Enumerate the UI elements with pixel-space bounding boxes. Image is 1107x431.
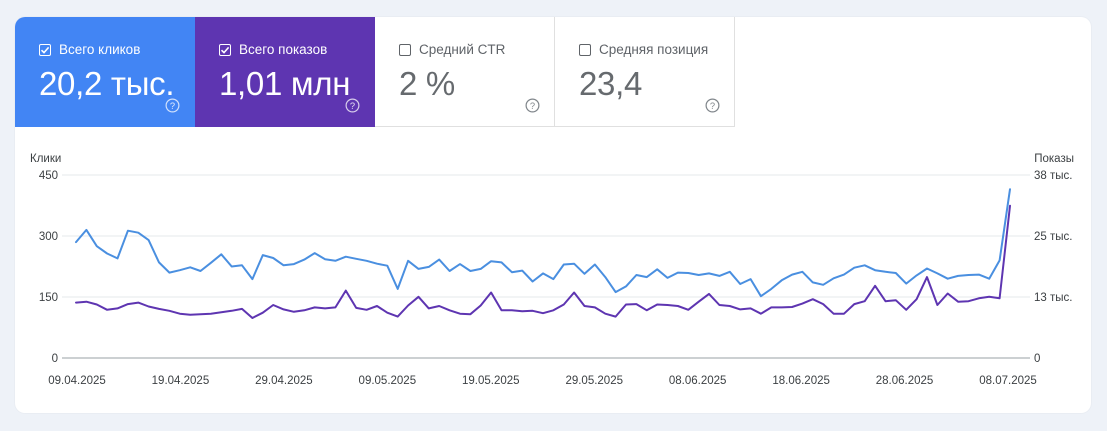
- metric-header: Средняя позиция: [579, 42, 708, 57]
- x-tick-label: 08.07.2025: [979, 375, 1037, 387]
- metric-value: 23,4: [579, 65, 643, 102]
- metric-label: Средняя позиция: [599, 42, 709, 57]
- x-tick-label: 28.06.2025: [876, 375, 934, 387]
- metric-total-impressions[interactable]: Всего показов 1,01 млн ?: [195, 17, 375, 127]
- help-icon[interactable]: ?: [525, 98, 540, 113]
- x-tick-label: 08.06.2025: [669, 375, 727, 387]
- metric-label: Средний CTR: [419, 42, 506, 57]
- help-icon[interactable]: ?: [345, 98, 360, 113]
- metric-header: Средний CTR: [399, 42, 505, 57]
- checkbox-checked-icon[interactable]: [39, 43, 51, 56]
- left-tick-label: 300: [39, 231, 58, 243]
- metric-value: 2 %: [399, 65, 455, 102]
- svg-text:?: ?: [350, 101, 355, 111]
- metric-average-position[interactable]: Средняя позиция 23,4 ?: [555, 17, 735, 127]
- metric-label: Всего кликов: [59, 42, 141, 57]
- help-icon[interactable]: ?: [165, 98, 180, 113]
- checkbox-unchecked-icon[interactable]: [579, 43, 591, 56]
- x-tick-label: 29.04.2025: [255, 375, 313, 387]
- left-tick-label: 150: [39, 292, 58, 304]
- checkbox-checked-icon[interactable]: [219, 43, 231, 56]
- clicks-series-line: [75, 188, 1011, 298]
- left-tick-label: 0: [52, 353, 58, 365]
- svg-text:?: ?: [710, 101, 715, 111]
- right-axis-title: Показы: [1034, 153, 1074, 165]
- right-tick-label: 13 тыс.: [1034, 292, 1072, 304]
- performance-card: Всего кликов 20,2 тыс. ? Всего показов 1…: [15, 17, 1091, 413]
- svg-text:?: ?: [170, 101, 175, 111]
- right-tick-label: 25 тыс.: [1034, 231, 1072, 243]
- impressions-series-line: [75, 204, 1011, 319]
- x-tick-label: 09.05.2025: [359, 375, 417, 387]
- metrics-bar: Всего кликов 20,2 тыс. ? Всего показов 1…: [15, 17, 1091, 127]
- help-icon[interactable]: ?: [705, 98, 720, 113]
- metric-header: Всего кликов: [39, 42, 140, 57]
- metric-average-ctr[interactable]: Средний CTR 2 % ?: [375, 17, 555, 127]
- metric-total-clicks[interactable]: Всего кликов 20,2 тыс. ?: [15, 17, 195, 127]
- right-tick-label: 38 тыс.: [1034, 170, 1072, 182]
- x-tick-label: 29.05.2025: [565, 375, 623, 387]
- svg-text:?: ?: [530, 101, 535, 111]
- metric-label: Всего показов: [239, 42, 328, 57]
- x-tick-label: 09.04.2025: [48, 375, 106, 387]
- left-tick-label: 450: [39, 170, 58, 182]
- right-tick-label: 0: [1034, 353, 1040, 365]
- performance-chart: Клики Показы 450 38 тыс. 300 25 тыс. 150 13 т…: [30, 153, 1074, 387]
- metric-value: 1,01 млн: [219, 65, 351, 102]
- checkbox-unchecked-icon[interactable]: [399, 43, 411, 56]
- left-axis-title: Клики: [30, 153, 61, 165]
- x-tick-label: 19.04.2025: [152, 375, 210, 387]
- x-tick-label: 19.05.2025: [462, 375, 520, 387]
- metric-value: 20,2 тыс.: [39, 65, 175, 102]
- metric-header: Всего показов: [219, 42, 327, 57]
- x-tick-label: 18.06.2025: [772, 375, 830, 387]
